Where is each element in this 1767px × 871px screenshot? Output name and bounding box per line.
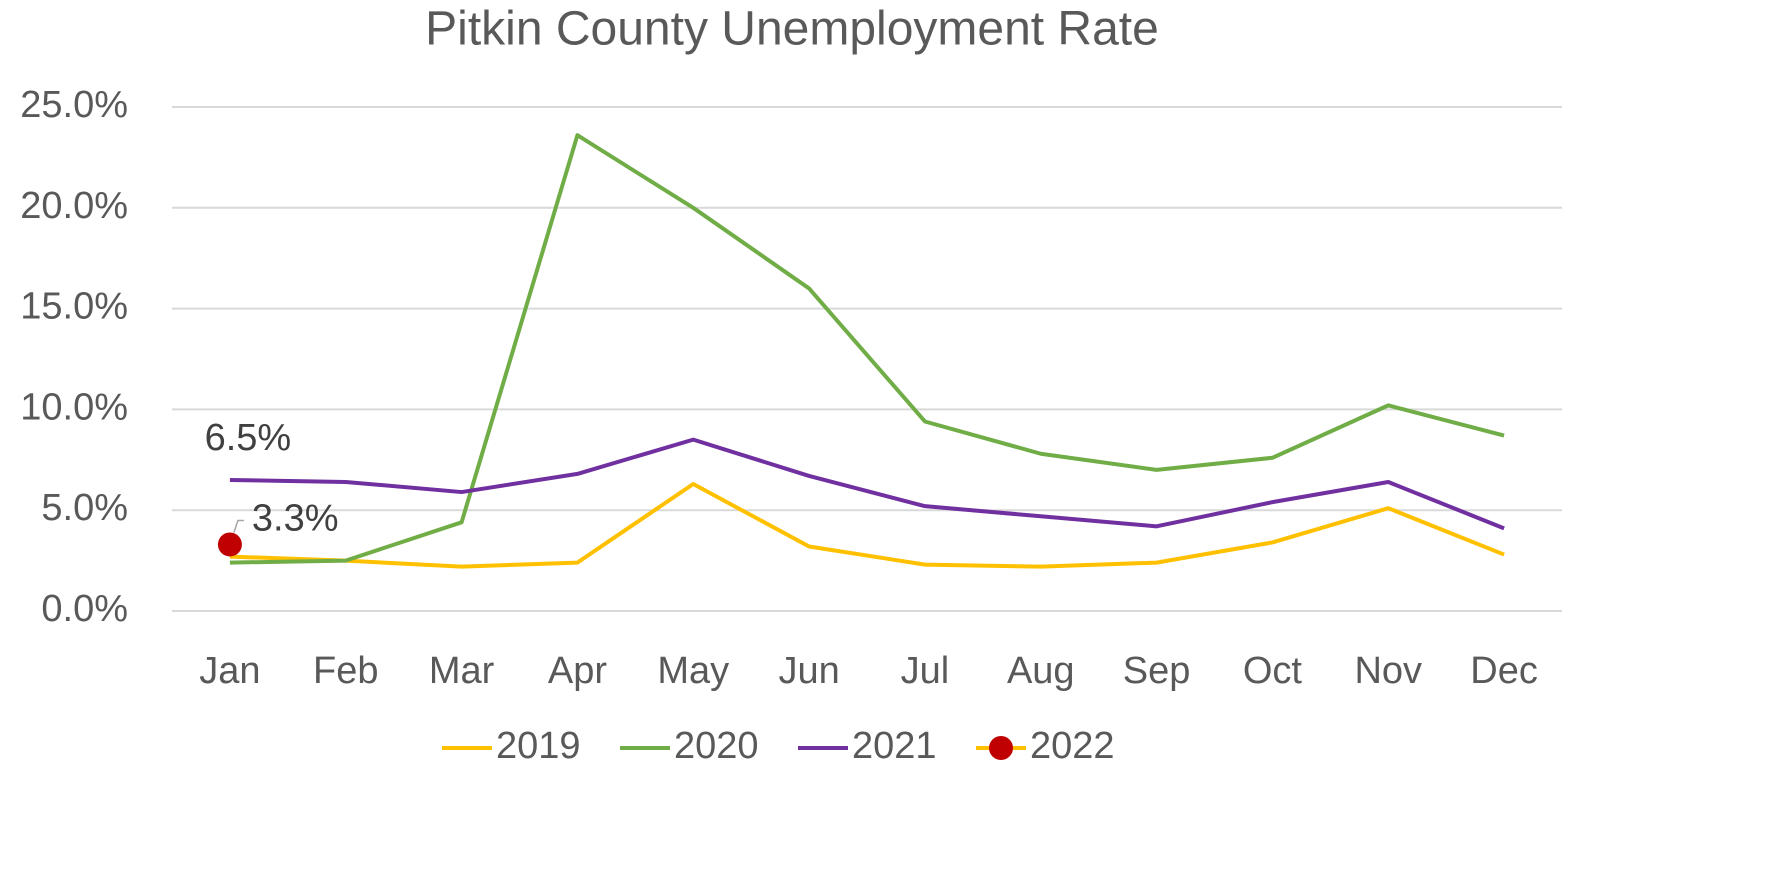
series-line xyxy=(229,481,1505,569)
series-line xyxy=(229,437,1505,531)
x-tick-label: Nov xyxy=(1354,650,1422,692)
legend-label: 2019 xyxy=(496,725,581,767)
y-tick-label: 20.0% xyxy=(20,185,128,227)
legend-label: 2020 xyxy=(674,725,759,767)
legend-label: 2021 xyxy=(852,725,937,767)
x-tick-label: Sep xyxy=(1123,650,1191,692)
legend-label: 2022 xyxy=(1030,725,1115,767)
x-tick-label: Apr xyxy=(548,650,607,692)
y-tick-label: 5.0% xyxy=(41,487,128,529)
data-label: 3.3% xyxy=(252,498,339,540)
data-label: 6.5% xyxy=(205,417,292,459)
chart-title: Pitkin County Unemployment Rate xyxy=(425,3,1159,56)
y-tick-label: 0.0% xyxy=(41,588,128,630)
x-tick-label: Jan xyxy=(199,650,260,692)
x-tick-label: Jun xyxy=(778,650,839,692)
y-tick-label: 15.0% xyxy=(20,286,128,328)
x-tick-label: Feb xyxy=(313,650,378,692)
leader-line xyxy=(233,519,244,533)
point-marker xyxy=(217,532,242,557)
x-tick-label: Dec xyxy=(1470,650,1538,692)
x-tick-label: Aug xyxy=(1007,650,1075,692)
series-line xyxy=(229,133,1505,565)
y-tick-label: 25.0% xyxy=(20,84,128,126)
x-tick-label: Jul xyxy=(901,650,950,692)
legend-marker xyxy=(989,736,1013,760)
y-tick-label: 10.0% xyxy=(20,386,128,428)
x-tick-label: Mar xyxy=(429,650,495,692)
x-tick-label: Oct xyxy=(1243,650,1303,692)
x-tick-label: May xyxy=(657,650,729,692)
